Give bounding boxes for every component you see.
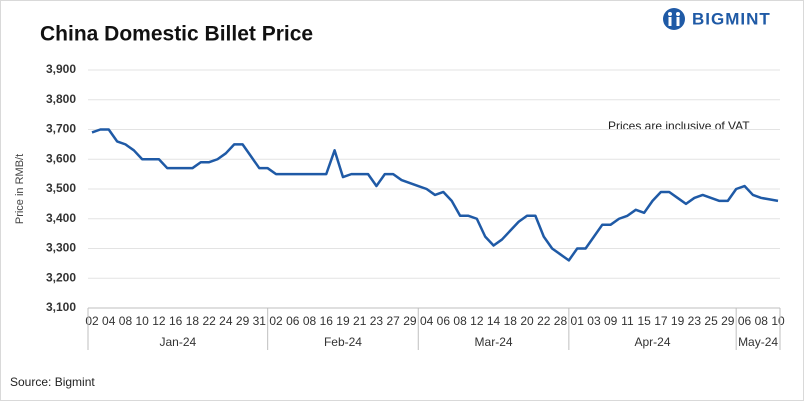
y-tick-label: 3,600	[46, 151, 76, 165]
x-tick-label: 10	[136, 314, 150, 328]
brand: BIGMINT	[692, 9, 771, 28]
x-tick-label: 08	[303, 314, 317, 328]
x-tick-label: 12	[152, 314, 166, 328]
x-tick-label: 15	[637, 314, 651, 328]
y-tick-label: 3,100	[46, 300, 76, 314]
source: Source: Bigmint	[10, 375, 95, 389]
x-tick-label: 03	[587, 314, 601, 328]
logo-icon	[668, 12, 672, 16]
x-tick-label: 16	[320, 314, 334, 328]
x-tick-label: 20	[520, 314, 534, 328]
x-tick-label: 29	[721, 314, 735, 328]
annotation: Prices are inclusive of VAT	[608, 119, 750, 133]
x-tick-label: 02	[85, 314, 99, 328]
x-tick-label: 06	[286, 314, 300, 328]
logo-icon	[668, 17, 672, 26]
x-tick-label: 04	[420, 314, 434, 328]
x-group-label: May-24	[738, 335, 778, 349]
x-tick-label: 22	[202, 314, 216, 328]
x-tick-label: 16	[169, 314, 183, 328]
x-group-label: Feb-24	[324, 335, 362, 349]
x-tick-label: 17	[654, 314, 668, 328]
x-tick-label: 09	[604, 314, 618, 328]
y-tick-label: 3,500	[46, 181, 76, 195]
x-tick-label: 31	[253, 314, 267, 328]
x-tick-label: 18	[186, 314, 200, 328]
x-tick-label: 14	[487, 314, 501, 328]
x-tick-label: 21	[353, 314, 367, 328]
y-tick-label: 3,900	[46, 62, 76, 76]
x-tick-label: 23	[370, 314, 384, 328]
x-group-label: Mar-24	[475, 335, 513, 349]
x-tick-label: 23	[688, 314, 702, 328]
x-tick-label: 24	[219, 314, 233, 328]
logo-icon	[663, 8, 685, 30]
x-group-label: Jan-24	[159, 335, 196, 349]
chart-title: China Domestic Billet Price	[40, 23, 313, 46]
x-tick-label: 02	[269, 314, 283, 328]
x-tick-label: 28	[554, 314, 568, 328]
x-tick-label: 25	[704, 314, 718, 328]
x-tick-label: 12	[470, 314, 484, 328]
x-tick-label: 19	[671, 314, 685, 328]
x-tick-label: 06	[738, 314, 752, 328]
x-group-label: Apr-24	[634, 335, 670, 349]
logo-icon	[676, 12, 680, 16]
x-tick-label: 11	[621, 314, 634, 328]
logo	[663, 8, 685, 30]
x-tick-label: 22	[537, 314, 551, 328]
y-tick-label: 3,700	[46, 122, 76, 136]
x-tick-label: 08	[119, 314, 133, 328]
x-tick-label: 08	[453, 314, 467, 328]
price-line	[91, 128, 779, 262]
y-axis-label: Price in RMB/t	[14, 154, 26, 224]
x-tick-label: 19	[336, 314, 350, 328]
x-tick-label: 29	[236, 314, 250, 328]
x-tick-label: 27	[386, 314, 400, 328]
y-tick-label: 3,800	[46, 92, 76, 106]
x-tick-label: 06	[437, 314, 451, 328]
x-tick-label: 08	[755, 314, 769, 328]
y-tick-label: 3,400	[46, 211, 76, 225]
x-tick-label: 18	[504, 314, 518, 328]
x-tick-label: 29	[403, 314, 417, 328]
x-tick-label: 04	[102, 314, 116, 328]
x-tick-label: 01	[571, 314, 585, 328]
y-tick-label: 3,200	[46, 270, 76, 284]
x-tick-label: 10	[771, 314, 785, 328]
logo-icon	[676, 17, 680, 26]
y-tick-label: 3,300	[46, 241, 76, 255]
